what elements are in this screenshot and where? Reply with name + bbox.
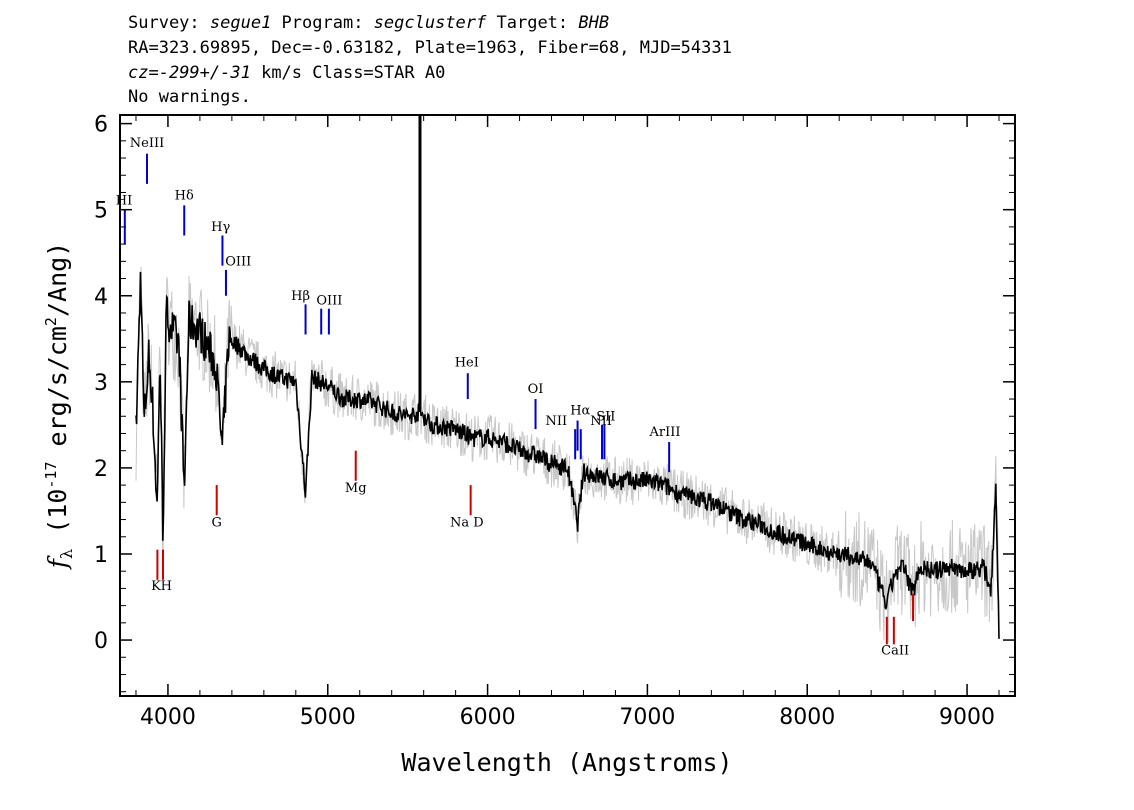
emission-line-label: Hβ: [291, 289, 310, 304]
x-tick-label: 8000: [779, 705, 835, 730]
emission-line-label: NII: [545, 414, 567, 429]
cz-label: cz=: [128, 63, 159, 83]
target-value: BHB: [578, 13, 610, 33]
absorption-line-label: H: [161, 579, 172, 594]
x-tick-label: 6000: [460, 705, 516, 730]
emission-line-label: NII: [590, 414, 612, 429]
header-line-3: cz=-299+/-31 km/s Class=STAR A0: [128, 63, 445, 83]
raw-flux-line: [135, 266, 1000, 643]
emission-line-label: HI: [116, 194, 132, 209]
program-label: Program:: [271, 13, 374, 33]
header-line-1: Survey: segue1 Program: segclusterf Targ…: [128, 13, 609, 33]
absorption-line-label: G: [211, 515, 221, 530]
header-line-2: RA=323.69895, Dec=-0.63182, Plate=1963, …: [128, 38, 732, 58]
absorption-line-label: Na D: [450, 515, 484, 530]
y-tick-label: 0: [94, 629, 108, 654]
header-line-4: No warnings.: [128, 87, 251, 107]
cz-value: -299+/-31: [158, 63, 251, 83]
emission-line-label: Hα: [570, 404, 590, 419]
survey-label: Survey:: [128, 13, 210, 33]
emission-line-label: SII: [596, 410, 615, 425]
class-text: km/s Class=STAR A0: [250, 63, 446, 83]
x-tick-label: 9000: [939, 705, 995, 730]
svg-text:fλ (10-17 erg/s/cm2/Ang): fλ (10-17 erg/s/cm2/Ang): [42, 242, 76, 570]
smoothed-spectrum: [135, 116, 1000, 639]
target-label: Target:: [486, 13, 579, 33]
plot-frame: [119, 114, 1016, 697]
x-axis-label: Wavelength (Angstroms): [401, 748, 732, 777]
y-tick-label: 2: [94, 457, 108, 482]
y-tick-label: 3: [94, 371, 108, 396]
x-tick-label: 4000: [140, 705, 196, 730]
absorption-line-label: CaII: [881, 644, 909, 659]
raw-flux-envelope: [135, 266, 1000, 643]
y-axis-label: fλ (10-17 erg/s/cm2/Ang): [42, 242, 76, 570]
y-tick-label: 4: [94, 285, 108, 310]
emission-line-label: OIII: [316, 293, 342, 308]
axis-ticks: 4000 5000 6000 7000 8000 9000 0 1 2 3 4 5 6: [94, 113, 1015, 730]
x-tick-label: 7000: [619, 705, 675, 730]
emission-line-label: Hδ: [175, 188, 194, 203]
emission-line-label: Hγ: [211, 220, 230, 235]
smoothed-flux-line: [135, 271, 1000, 639]
emission-line-label: OIII: [225, 255, 251, 270]
survey-value: segue1: [209, 13, 272, 33]
emission-line-label: HeI: [455, 355, 479, 370]
x-tick-label: 5000: [300, 705, 356, 730]
y-tick-label: 1: [94, 543, 108, 568]
emission-line-label: NeIII: [130, 136, 164, 151]
emission-line-label: ArIII: [648, 425, 680, 440]
absorption-line-label: K: [151, 579, 161, 594]
y-tick-label: 5: [94, 199, 108, 224]
emission-line-label: OI: [528, 382, 544, 397]
absorption-line-label: Mg: [345, 481, 367, 496]
y-tick-label: 6: [94, 113, 108, 138]
program-value: segclusterf: [373, 13, 487, 33]
